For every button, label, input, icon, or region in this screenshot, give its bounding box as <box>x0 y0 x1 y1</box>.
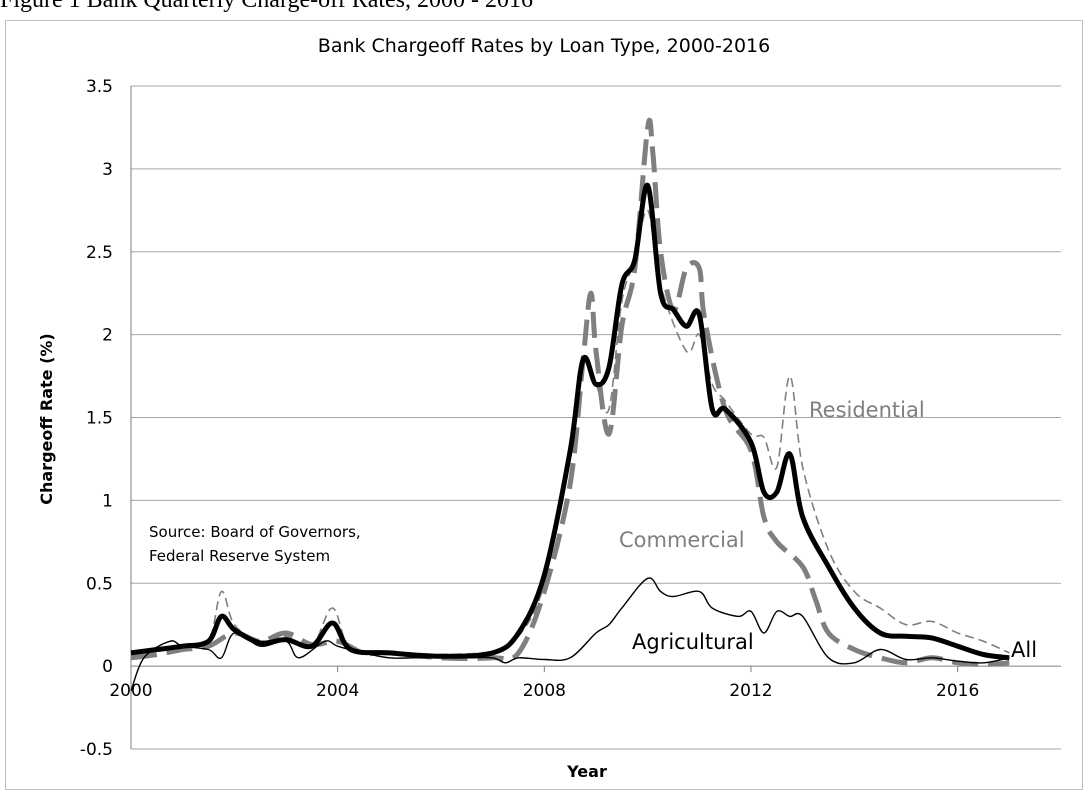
chart-frame: -0.5 0 0.5 1 1.5 2 2.5 3 3.5 2000 2004 2008 2012 2016… <box>5 20 1083 790</box>
figure-caption: Figure 1 Bank Quarterly Charge-off Rates… <box>0 0 534 13</box>
y-tick-label: -0.5 <box>80 740 113 760</box>
series-label-commercial: Commercial <box>619 528 745 552</box>
y-tick-label: 2 <box>102 326 113 346</box>
x-tick-label: 2016 <box>936 681 979 701</box>
source-note-line: Federal Reserve System <box>149 547 330 565</box>
series-line-residential <box>130 209 1010 656</box>
y-tick-label: 3.5 <box>86 77 113 97</box>
y-tick-label: 1.5 <box>86 409 113 429</box>
x-tick-label: 2004 <box>316 681 359 701</box>
axes: -0.5 0 0.5 1 1.5 2 2.5 3 3.5 2000 2004 2008 2012 2016 <box>80 77 1061 760</box>
x-tick-label: 2008 <box>523 681 566 701</box>
y-tick-label: 0 <box>102 657 113 677</box>
x-axis-title: Year <box>566 762 607 781</box>
y-tick-label: 2.5 <box>86 243 113 263</box>
series-lines <box>130 117 1010 692</box>
x-tick-label: 2012 <box>729 681 772 701</box>
series-line-agricultural <box>130 577 1010 692</box>
y-tick-label: 0.5 <box>86 574 113 594</box>
series-label-residential: Residential <box>809 398 925 422</box>
y-tick-label: 1 <box>102 491 113 511</box>
x-tick-label: 2000 <box>109 681 152 701</box>
series-label-all: All <box>1011 638 1037 662</box>
y-axis-title: Chargeoff Rate (%) <box>37 333 56 505</box>
series-label-agricultural: Agricultural <box>632 630 754 654</box>
chart-title: Bank Chargeoff Rates by Loan Type, 2000-… <box>318 35 770 57</box>
source-note-line: Source: Board of Governors, <box>149 523 361 541</box>
series-line-all <box>130 182 1010 661</box>
chart: -0.5 0 0.5 1 1.5 2 2.5 3 3.5 2000 2004 2008 2012 2016… <box>37 35 1061 781</box>
labels: Bank Chargeoff Rates by Loan Type, 2000-… <box>37 35 1037 781</box>
y-tick-label: 3 <box>102 160 113 180</box>
